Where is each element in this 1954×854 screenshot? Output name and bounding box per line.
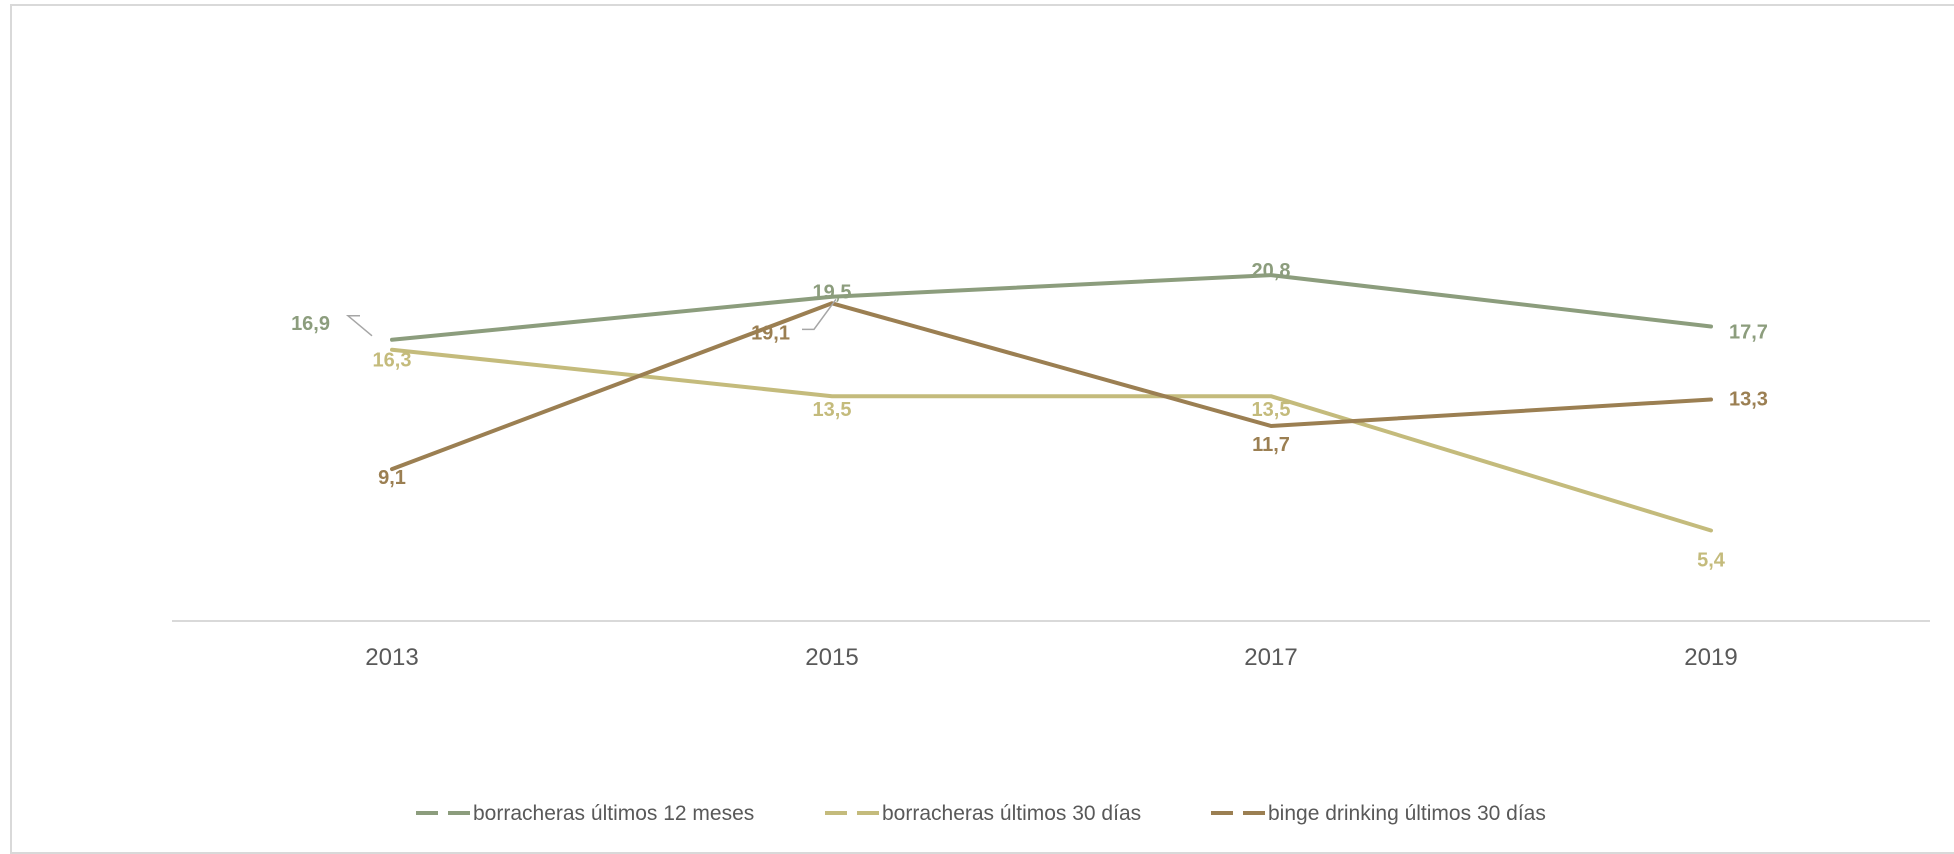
data-label-s2-2019: 5,4: [1697, 549, 1726, 571]
x-tick-label-2013: 2013: [365, 644, 418, 671]
data-label-s3-2017: 11,7: [1252, 434, 1290, 456]
leader-line-s1-2013: [345, 315, 373, 337]
legend-label-2: borracheras últimos 30 días: [882, 802, 1141, 825]
leader-line-s3-2015: [802, 298, 837, 331]
x-axis-ticks: 2013 2015 2017 2019: [365, 644, 1737, 671]
x-tick-label-2017: 2017: [1244, 644, 1297, 671]
chart-frame: [10, 4, 1954, 854]
data-label-s2-2013: 16,3: [373, 350, 412, 372]
data-label-s1-2013: 16,9: [291, 313, 330, 335]
x-tick-label-2019: 2019: [1684, 644, 1737, 671]
data-label-s3-2019: 13,3: [1729, 388, 1768, 410]
series-line-3: [390, 301, 1713, 472]
data-label-s3-2015: 19,1: [751, 322, 790, 344]
legend: borracheras últimos 12 meses borracheras …: [416, 802, 1546, 825]
data-label-s1-2019: 17,7: [1729, 322, 1768, 344]
legend-label-1: borracheras últimos 12 meses: [473, 802, 754, 825]
x-tick-label-2015: 2015: [805, 644, 858, 671]
data-label-s2-2015: 13,5: [813, 399, 852, 421]
data-labels: 16,9 19,5 20,8 17,7 16,3 13,5 13,5 5,4 9,1 19,1 11…: [291, 260, 1768, 571]
series-line-2: [390, 347, 1713, 533]
legend-label-3: binge drinking últimos 30 días: [1268, 802, 1546, 825]
data-label-s3-2013: 9,1: [378, 467, 406, 489]
leader-lines: [345, 298, 837, 337]
data-label-s1-2017: 20,8: [1252, 260, 1291, 282]
data-label-s2-2017: 13,5: [1252, 399, 1291, 421]
data-label-s1-2015: 19,5: [813, 282, 852, 304]
series-lines: [390, 273, 1713, 533]
series-line-1: [390, 273, 1713, 342]
